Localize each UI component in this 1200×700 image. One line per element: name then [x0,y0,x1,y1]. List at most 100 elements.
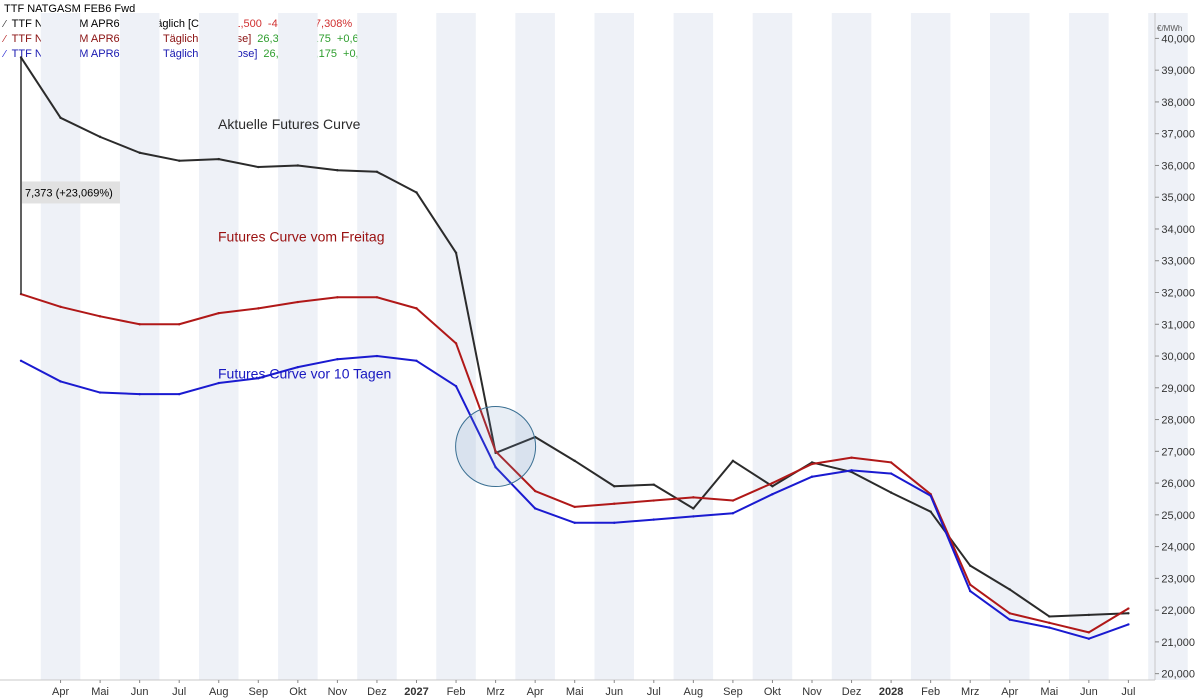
data-point [336,296,339,299]
data-point [810,475,814,478]
y-tick-label: 34,000 [1161,224,1195,236]
y-tick-label: 29,000 [1161,383,1195,395]
data-point [573,521,576,524]
data-point [810,462,814,466]
measure-label: 7,373 (+23,069%) [25,187,113,199]
curve-label-3: Futures Curve vor 10 Tagen [218,365,391,381]
data-point [257,165,260,169]
month-band [278,13,318,680]
series-line-2[interactable] [20,293,1129,634]
data-point [98,315,102,318]
x-tick-label: Feb [921,686,940,698]
x-tick-label: 2027 [404,686,428,698]
line-glyph-icon: ⁄ [4,49,6,60]
convergence-highlight [455,406,537,488]
data-point [969,564,972,567]
data-point [652,518,655,521]
month-band [1069,13,1109,680]
curve-label-2: Futures Curve vom Freitag [218,229,385,245]
y-tick-label: 37,000 [1161,129,1195,141]
y-tick-label: 38,000 [1161,97,1195,109]
data-point [59,305,62,308]
y-tick-label: 28,000 [1161,415,1195,427]
x-tick-label: Aug [209,686,229,698]
y-tick-label: 35,000 [1161,192,1195,204]
data-point [1008,612,1011,615]
data-point [217,381,220,385]
data-point [217,157,220,161]
data-point [692,496,695,499]
data-point [692,507,695,510]
data-point [969,583,972,586]
x-tick-label: Mai [91,686,109,698]
x-tick-label: Aug [684,686,704,698]
data-point [1087,637,1091,640]
series-line-3[interactable] [20,355,1129,640]
data-point [1127,623,1130,626]
x-tick-label: Okt [764,686,781,698]
month-band [910,13,951,680]
data-point [178,159,181,162]
month-band [40,13,81,680]
data-point [217,311,220,315]
data-point [613,485,616,488]
line-glyph-icon: ⁄ [4,19,6,30]
y-tick-label: 40,000 [1161,33,1195,45]
x-tick-label: Feb [447,686,466,698]
y-tick-label: 26,000 [1161,478,1195,490]
data-point [257,377,260,380]
y-axis-unit: €/MWh [1157,24,1182,33]
series-line-1[interactable] [20,56,1129,618]
x-tick-label: Jun [1080,686,1098,698]
y-tick-label: 24,000 [1161,542,1195,554]
data-point [731,499,735,502]
data-point [336,358,339,361]
data-point [889,491,893,494]
data-point [98,391,102,394]
y-tick-label: 22,000 [1161,605,1195,617]
y-tick-label: 20,000 [1161,669,1195,681]
x-tick-label: 2028 [879,686,903,698]
data-point [850,469,853,472]
x-tick-label: Mrz [961,686,979,698]
y-tick-label: 36,000 [1161,160,1195,172]
month-band [357,13,397,680]
x-tick-label: Okt [289,686,306,698]
line-glyph-icon: ⁄ [4,34,6,45]
curve-label-1: Aktuelle Futures Curve [218,116,361,132]
x-tick-label: Mai [566,686,584,698]
x-tick-label: Nov [802,686,822,698]
data-point [1127,612,1130,615]
data-point [98,135,102,139]
x-tick-label: Apr [1001,686,1018,698]
data-point [59,380,62,383]
month-band [831,13,872,680]
data-point [296,365,300,369]
x-tick-label: Jun [131,686,149,698]
measure-box [22,181,120,204]
y-tick-label: 31,000 [1161,319,1195,331]
data-point [375,170,379,174]
data-point [889,461,893,464]
x-tick-label: Jul [1121,686,1135,698]
x-tick-label: Jul [647,686,661,698]
data-point [415,191,418,194]
x-tick-label: Apr [52,686,69,698]
data-point [1008,618,1011,621]
data-point [1048,626,1051,629]
x-tick-label: Mrz [486,686,504,698]
data-point [1087,613,1091,617]
y-tick-label: 39,000 [1161,65,1195,77]
data-point [1048,621,1051,625]
month-band [198,13,239,680]
month-band [673,13,714,680]
data-point [494,450,497,453]
month-band [594,13,635,680]
data-point [652,483,655,486]
data-point [533,489,537,493]
month-band [989,13,1030,680]
data-point [771,481,774,485]
y-tick-label: 25,000 [1161,510,1195,522]
x-tick-label: Nov [328,686,348,698]
